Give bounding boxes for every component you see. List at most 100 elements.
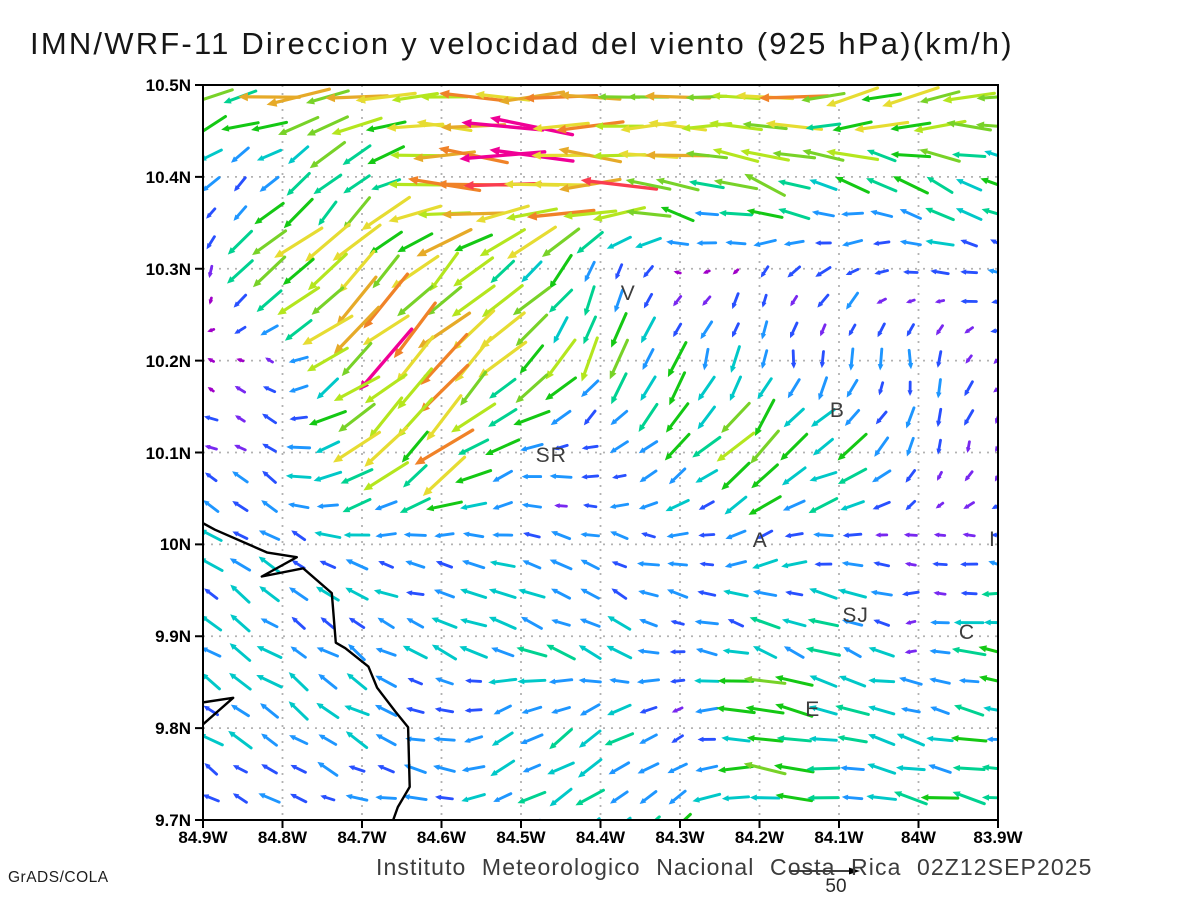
- wind-arrow: [668, 467, 687, 485]
- wind-arrow: [256, 289, 283, 312]
- wind-arrow: [375, 647, 397, 657]
- wind-arrow: [433, 764, 456, 773]
- wind-arrow: [580, 588, 600, 600]
- lat-tick-label: 10.4N: [145, 167, 191, 187]
- wind-arrow: [259, 586, 280, 603]
- wind-arrow: [232, 531, 249, 540]
- wind-arrow: [781, 618, 807, 628]
- wind-arrow: [230, 146, 250, 163]
- wind-arrow: [775, 792, 814, 803]
- wind-arrow: [583, 409, 597, 426]
- wind-arrow: [377, 765, 395, 774]
- wind-arrow: [717, 765, 755, 774]
- wind-arrow: [429, 251, 460, 292]
- lon-tick-label: 84.8W: [257, 828, 308, 847]
- wind-arrow: [402, 794, 428, 801]
- wind-arrow: [306, 115, 349, 136]
- wind-arrow: [868, 677, 896, 684]
- wind-arrow: [906, 436, 915, 457]
- wind-arrow: [375, 675, 397, 688]
- wind-arrow: [899, 239, 922, 247]
- wind-arrow: [208, 296, 214, 305]
- wind-arrow: [611, 372, 628, 405]
- wind-arrow: [407, 677, 424, 686]
- wind-arrow: [960, 561, 979, 567]
- wind-arrow: [724, 495, 748, 515]
- wind-arrow: [453, 256, 495, 287]
- wind-arrow: [744, 173, 786, 197]
- wind-arrow: [549, 253, 573, 289]
- wind-arrow: [399, 497, 431, 513]
- wind-arrow: [951, 646, 987, 657]
- wind-arrow: [338, 402, 376, 433]
- wind-arrow: [283, 197, 314, 229]
- wind-arrow: [583, 315, 597, 345]
- wind-arrow: [664, 432, 691, 461]
- wind-arrow: [609, 440, 629, 454]
- wind-arrow: [732, 268, 740, 275]
- wind-arrow: [896, 733, 925, 747]
- wind-arrow: [548, 678, 574, 685]
- wind-arrow: [935, 501, 945, 509]
- wind-arrow: [277, 286, 321, 315]
- wind-arrow: [760, 349, 769, 369]
- wind-arrow: [405, 706, 425, 714]
- wind-arrow: [712, 147, 760, 163]
- wind-arrow: [333, 430, 382, 463]
- wind-arrow: [801, 91, 846, 103]
- wind-arrow: [431, 644, 458, 661]
- wind-arrow: [559, 91, 622, 101]
- wind-arrow: [493, 704, 512, 715]
- wind-arrow: [229, 672, 252, 691]
- wind-arrow: [340, 468, 374, 484]
- wind-arrow: [671, 706, 684, 713]
- wind-arrow: [832, 120, 873, 133]
- wind-arrow: [204, 444, 218, 451]
- wind-arrow: [387, 180, 443, 189]
- station-label-sj: SJ: [842, 604, 869, 628]
- lon-tick-label: 84.1W: [814, 828, 864, 847]
- wind-arrow: [610, 531, 629, 540]
- wind-arrow: [402, 464, 428, 488]
- wind-arrow: [820, 323, 827, 337]
- wind-arrow: [520, 442, 544, 452]
- wind-arrow: [810, 408, 836, 427]
- wind-arrow: [513, 409, 551, 426]
- wind-arrow: [837, 734, 868, 744]
- axis-ticks: [195, 84, 999, 828]
- wind-arrow: [343, 174, 371, 194]
- wind-arrow: [673, 270, 682, 275]
- wind-arrow: [665, 402, 690, 433]
- lat-tick-label: 10.2N: [145, 351, 191, 371]
- wind-arrow: [978, 645, 998, 654]
- wind-arrow: [492, 469, 513, 482]
- wind-arrow: [731, 292, 740, 310]
- wind-arrow: [234, 385, 247, 394]
- wind-arrow: [774, 675, 814, 687]
- wind-arrow: [549, 473, 573, 480]
- wind-arrow: [615, 263, 624, 280]
- wind-arrow: [266, 87, 331, 107]
- wind-arrow: [906, 323, 915, 337]
- wind-arrow: [462, 531, 485, 539]
- wind-arrow: [866, 149, 897, 163]
- wind-arrow: [837, 432, 868, 461]
- wind-arrow: [416, 119, 473, 133]
- wind-arrow: [306, 346, 349, 372]
- wind-arrow: [673, 322, 683, 338]
- wind-arrow: [702, 269, 711, 274]
- wind-arrow: [288, 355, 309, 364]
- wind-arrow: [993, 357, 998, 365]
- wind-arrow: [333, 375, 381, 401]
- wind-arrow: [955, 208, 983, 221]
- wind-arrow: [900, 706, 921, 714]
- wind-arrow: [416, 228, 473, 257]
- wind-arrow: [461, 559, 486, 570]
- wind-arrow: [841, 211, 864, 217]
- wind-arrow: [286, 444, 312, 451]
- wind-arrow: [873, 561, 891, 568]
- wind-arrow: [901, 590, 920, 597]
- wind-arrow: [713, 178, 759, 191]
- wind-arrow: [826, 148, 880, 162]
- wind-arrow: [522, 560, 542, 570]
